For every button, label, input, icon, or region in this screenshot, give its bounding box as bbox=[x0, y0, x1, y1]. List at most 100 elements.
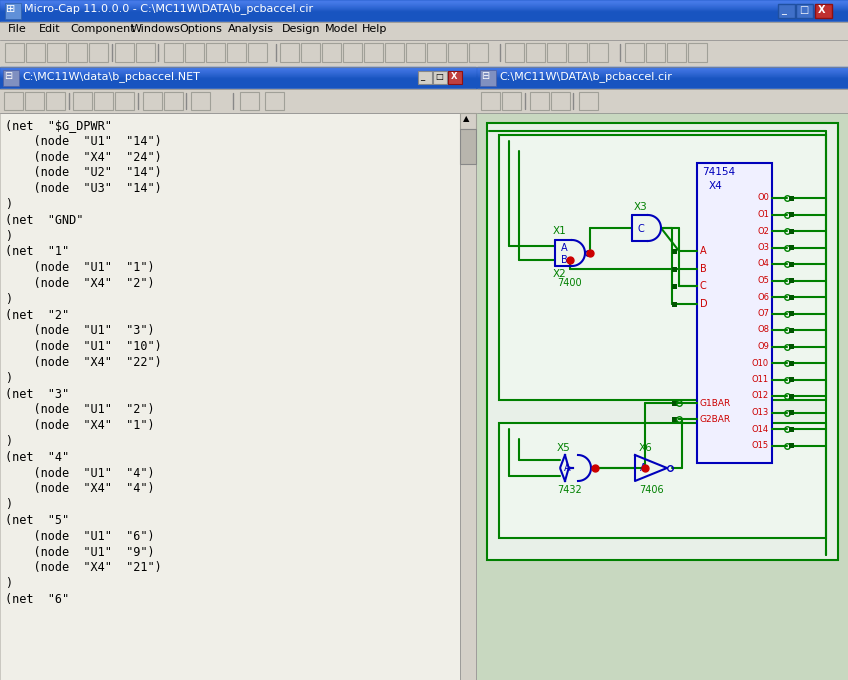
Bar bbox=[625, 43, 644, 62]
Text: X4: X4 bbox=[709, 181, 722, 191]
Bar bbox=[526, 43, 545, 62]
Text: X: X bbox=[818, 5, 825, 15]
Text: C: C bbox=[700, 281, 706, 291]
Text: (net  "1": (net "1" bbox=[5, 245, 70, 258]
Bar bbox=[778, 4, 795, 18]
Bar bbox=[68, 43, 87, 62]
Text: (node  "U2"  "14"): (node "U2" "14") bbox=[5, 167, 162, 180]
Text: File: File bbox=[8, 24, 27, 34]
Text: ▲: ▲ bbox=[463, 114, 470, 123]
Bar bbox=[406, 43, 425, 62]
Bar bbox=[185, 43, 204, 62]
Text: O6: O6 bbox=[757, 292, 769, 301]
Text: _: _ bbox=[781, 5, 786, 15]
Text: (net  "2": (net "2" bbox=[5, 309, 70, 322]
Bar bbox=[0, 0, 848, 1]
Bar bbox=[477, 89, 848, 113]
Text: (node  "U1"  "4"): (node "U1" "4") bbox=[5, 466, 154, 479]
Text: ⊞: ⊞ bbox=[6, 4, 15, 14]
Bar bbox=[5, 43, 24, 62]
Text: (node  "U1"  "6"): (node "U1" "6") bbox=[5, 530, 154, 543]
Bar bbox=[460, 113, 476, 129]
Bar bbox=[0, 4, 848, 5]
Text: O15: O15 bbox=[752, 441, 769, 450]
Text: Design: Design bbox=[282, 24, 321, 34]
Bar bbox=[0, 71, 476, 72]
Text: O2: O2 bbox=[757, 226, 769, 235]
Bar bbox=[499, 135, 826, 400]
Bar bbox=[0, 74, 476, 75]
Bar bbox=[3, 70, 19, 86]
Bar bbox=[46, 92, 65, 110]
Bar bbox=[265, 92, 284, 110]
Bar bbox=[4, 92, 23, 110]
Bar bbox=[789, 245, 794, 250]
Text: ): ) bbox=[5, 372, 12, 385]
Bar bbox=[789, 228, 794, 233]
Bar bbox=[789, 311, 794, 316]
Text: 7432: 7432 bbox=[557, 485, 582, 495]
Text: O14: O14 bbox=[752, 424, 769, 434]
Bar bbox=[477, 77, 848, 78]
Text: O10: O10 bbox=[752, 358, 769, 367]
Bar bbox=[477, 73, 848, 74]
Bar bbox=[477, 67, 848, 89]
Bar bbox=[477, 71, 848, 72]
Bar bbox=[322, 43, 341, 62]
Bar bbox=[789, 344, 794, 349]
Bar bbox=[25, 92, 44, 110]
Bar bbox=[477, 113, 848, 680]
Bar bbox=[499, 423, 826, 538]
Bar bbox=[551, 92, 570, 110]
Text: ): ) bbox=[5, 577, 12, 590]
Bar bbox=[0, 89, 476, 113]
Bar bbox=[789, 196, 794, 201]
Bar bbox=[385, 43, 404, 62]
Text: □: □ bbox=[799, 5, 808, 15]
Bar bbox=[789, 360, 794, 366]
Text: O5: O5 bbox=[757, 276, 769, 285]
Bar bbox=[502, 92, 521, 110]
Text: O4: O4 bbox=[757, 260, 769, 269]
Text: O11: O11 bbox=[752, 375, 769, 384]
Bar bbox=[448, 71, 462, 84]
Text: 74154: 74154 bbox=[702, 167, 735, 177]
Text: C:\MC11W\DATA\b_pcbaccel.cir: C:\MC11W\DATA\b_pcbaccel.cir bbox=[499, 71, 672, 82]
Text: O3: O3 bbox=[757, 243, 769, 252]
Bar bbox=[0, 113, 460, 680]
Text: 7406: 7406 bbox=[639, 485, 664, 495]
Text: ): ) bbox=[5, 435, 12, 448]
Text: (net  "5": (net "5" bbox=[5, 514, 70, 527]
Text: 7400: 7400 bbox=[557, 278, 582, 288]
Bar bbox=[789, 443, 794, 448]
Bar bbox=[789, 328, 794, 333]
Text: (node  "X4"  "4"): (node "X4" "4") bbox=[5, 482, 154, 496]
Bar bbox=[667, 43, 686, 62]
Bar bbox=[343, 43, 362, 62]
Text: ): ) bbox=[5, 498, 12, 511]
Bar bbox=[789, 212, 794, 217]
Bar bbox=[0, 75, 476, 76]
Text: _: _ bbox=[420, 72, 424, 81]
Bar bbox=[364, 43, 383, 62]
Bar bbox=[579, 92, 598, 110]
Bar bbox=[280, 43, 299, 62]
Bar bbox=[418, 71, 432, 84]
Text: X1: X1 bbox=[553, 226, 566, 236]
Text: (node  "U1"  "3"): (node "U1" "3") bbox=[5, 324, 154, 337]
Bar bbox=[789, 377, 794, 382]
Bar bbox=[0, 70, 476, 71]
Bar bbox=[815, 4, 832, 18]
Bar bbox=[460, 113, 476, 680]
Bar bbox=[789, 410, 794, 415]
Bar bbox=[164, 43, 183, 62]
Text: (node  "X4"  "24"): (node "X4" "24") bbox=[5, 150, 162, 164]
Text: O13: O13 bbox=[751, 408, 769, 417]
Bar bbox=[0, 0, 848, 22]
Text: (node  "U3"  "14"): (node "U3" "14") bbox=[5, 182, 162, 195]
Bar bbox=[427, 43, 446, 62]
Bar bbox=[789, 262, 794, 267]
Bar bbox=[505, 43, 524, 62]
Bar bbox=[0, 9, 848, 10]
Bar bbox=[460, 129, 476, 164]
